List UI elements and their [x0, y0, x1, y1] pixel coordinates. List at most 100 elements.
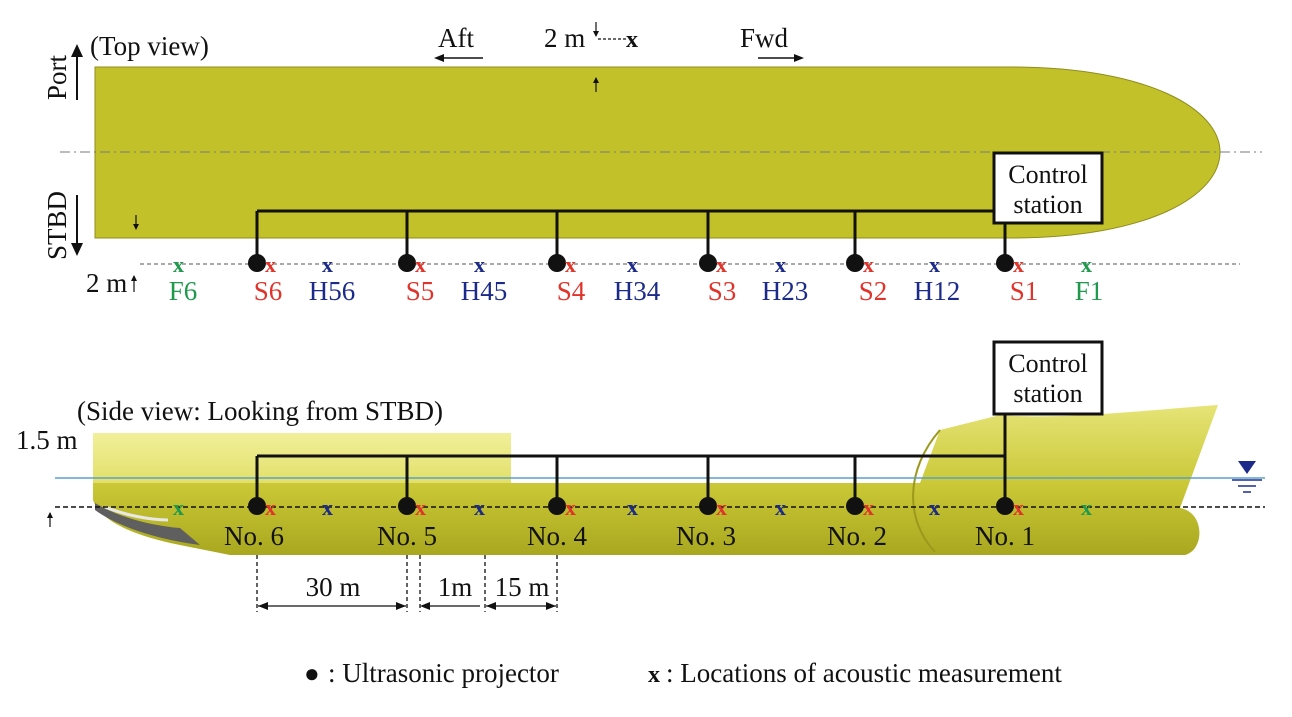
side-projector-no3 — [699, 497, 717, 515]
legend-projector-symbol: ● — [304, 659, 320, 688]
side-control-station-line1: Control — [1008, 349, 1087, 378]
top-control-station-line2: station — [1013, 190, 1082, 219]
aft-arrowhead — [434, 54, 444, 62]
side-control-station-box — [992, 340, 1104, 416]
projector-label-no5: No. 5 — [377, 521, 437, 551]
side-projector-no1 — [996, 497, 1014, 515]
side-projector-no4 — [548, 497, 566, 515]
top-view-title: (Top view) — [90, 31, 209, 61]
side-projector-no2 — [846, 497, 864, 515]
station-label-h12: H12 — [914, 276, 961, 306]
side-dimensions — [256, 555, 558, 612]
water-level-icon — [1238, 461, 1256, 474]
side-hull-shape — [93, 405, 1218, 555]
side-marker-h23: x — [775, 495, 786, 520]
depth-tick-head — [47, 512, 53, 518]
aft-label: Aft — [438, 23, 474, 53]
side-view: (Side view: Looking from STBD) 1.5 m Con… — [16, 340, 1265, 612]
stbd-arrowhead — [71, 243, 83, 256]
top-projector-s6 — [248, 254, 266, 272]
side-projector-no6 — [248, 497, 266, 515]
top-projector-s2 — [846, 254, 864, 272]
top-control-station-box — [992, 151, 1104, 225]
side-projector-labels: No. 6 No. 5 No. 4 No. 3 No. 2 No. 1 — [224, 521, 1035, 551]
top-marker-h34: x — [627, 252, 638, 277]
top-spacing-label: 2 m — [544, 23, 585, 53]
top-marker-s6: x — [265, 252, 276, 277]
legend-measurement-text: : Locations of acoustic measurement — [666, 658, 1062, 688]
side-markers: x x x x x x x x x x x x x — [173, 495, 1092, 520]
offset-tick-head — [133, 224, 139, 230]
top-station-labels: F6 S6 H56 S5 H45 S4 H34 S3 H23 S2 H12 S1… — [169, 276, 1104, 306]
side-cabling — [255, 414, 1007, 505]
spacing-tick-bottom-head — [593, 77, 599, 83]
side-marker-s4: x — [565, 495, 576, 520]
top-projector-s3 — [699, 254, 717, 272]
port-arrowhead — [71, 44, 83, 57]
side-marker-s6: x — [265, 495, 276, 520]
side-marker-s2: x — [863, 495, 874, 520]
station-label-s4: S4 — [557, 276, 586, 306]
top-marker-s1: x — [1013, 252, 1024, 277]
top-marker-f6: x — [173, 252, 184, 277]
fwd-arrowhead — [794, 54, 804, 62]
top-marker-f1: x — [1081, 252, 1092, 277]
port-label: Port — [42, 54, 72, 100]
legend: ● : Ultrasonic projector x : Locations o… — [304, 658, 1062, 688]
spacing-x-marker: x — [626, 27, 638, 53]
station-label-h34: H34 — [614, 276, 661, 306]
station-label-h56: H56 — [309, 276, 356, 306]
stbd-label: STBD — [42, 191, 72, 260]
top-projector-s5 — [398, 254, 416, 272]
top-marker-h23: x — [775, 252, 786, 277]
dimension-15m: 15 m — [495, 572, 550, 602]
side-marker-h45: x — [474, 495, 485, 520]
side-marker-f1: x — [1081, 495, 1092, 520]
top-projector-s4 — [548, 254, 566, 272]
side-control-station-line2: station — [1013, 379, 1082, 408]
legend-projector-text: : Ultrasonic projector — [328, 658, 559, 688]
side-view-title: (Side view: Looking from STBD) — [77, 396, 443, 426]
side-stern-highlight — [104, 505, 169, 522]
side-marker-s5: x — [415, 495, 426, 520]
top-markers: x x x x x x x x x x x x x — [173, 252, 1092, 277]
projector-label-no3: No. 3 — [676, 521, 736, 551]
station-label-s5: S5 — [406, 276, 435, 306]
top-marker-h45: x — [474, 252, 485, 277]
top-marker-s2: x — [863, 252, 874, 277]
side-superstructure — [93, 433, 511, 483]
side-marker-f6: x — [173, 495, 184, 520]
top-hull-shape — [94, 66, 1221, 239]
top-marker-h12: x — [929, 252, 940, 277]
legend-measurement-symbol: x — [648, 662, 660, 688]
top-marker-h56: x — [322, 252, 333, 277]
station-label-f6: F6 — [169, 276, 198, 306]
side-marker-h34: x — [627, 495, 638, 520]
dimension-30m: 30 m — [306, 572, 361, 602]
top-control-station-line1: Control — [1008, 160, 1087, 189]
projector-label-no1: No. 1 — [975, 521, 1035, 551]
projector-label-no6: No. 6 — [224, 521, 284, 551]
dimension-1m: 1m — [438, 572, 473, 602]
top-offset-label: 2 m — [86, 268, 127, 298]
side-depth-label: 1.5 m — [16, 425, 78, 455]
side-bow-seam — [912, 429, 941, 553]
station-label-h23: H23 — [762, 276, 809, 306]
side-dimension-arrowheads — [258, 602, 556, 610]
top-marker-s4: x — [565, 252, 576, 277]
projector-label-no4: No. 4 — [527, 521, 587, 551]
spacing-tick-top-head — [593, 31, 599, 37]
side-projector-no5 — [398, 497, 416, 515]
side-marker-s3: x — [716, 495, 727, 520]
station-label-s3: S3 — [708, 276, 737, 306]
top-view: (Top view) Port STBD Aft Fwd 2 m x 2 m — [42, 22, 1262, 306]
side-marker-h56: x — [322, 495, 333, 520]
station-label-h45: H45 — [461, 276, 508, 306]
station-label-f1: F1 — [1075, 276, 1104, 306]
station-label-s6: S6 — [254, 276, 283, 306]
station-label-s1: S1 — [1010, 276, 1039, 306]
top-projector-s1 — [996, 254, 1014, 272]
top-marker-s5: x — [415, 252, 426, 277]
